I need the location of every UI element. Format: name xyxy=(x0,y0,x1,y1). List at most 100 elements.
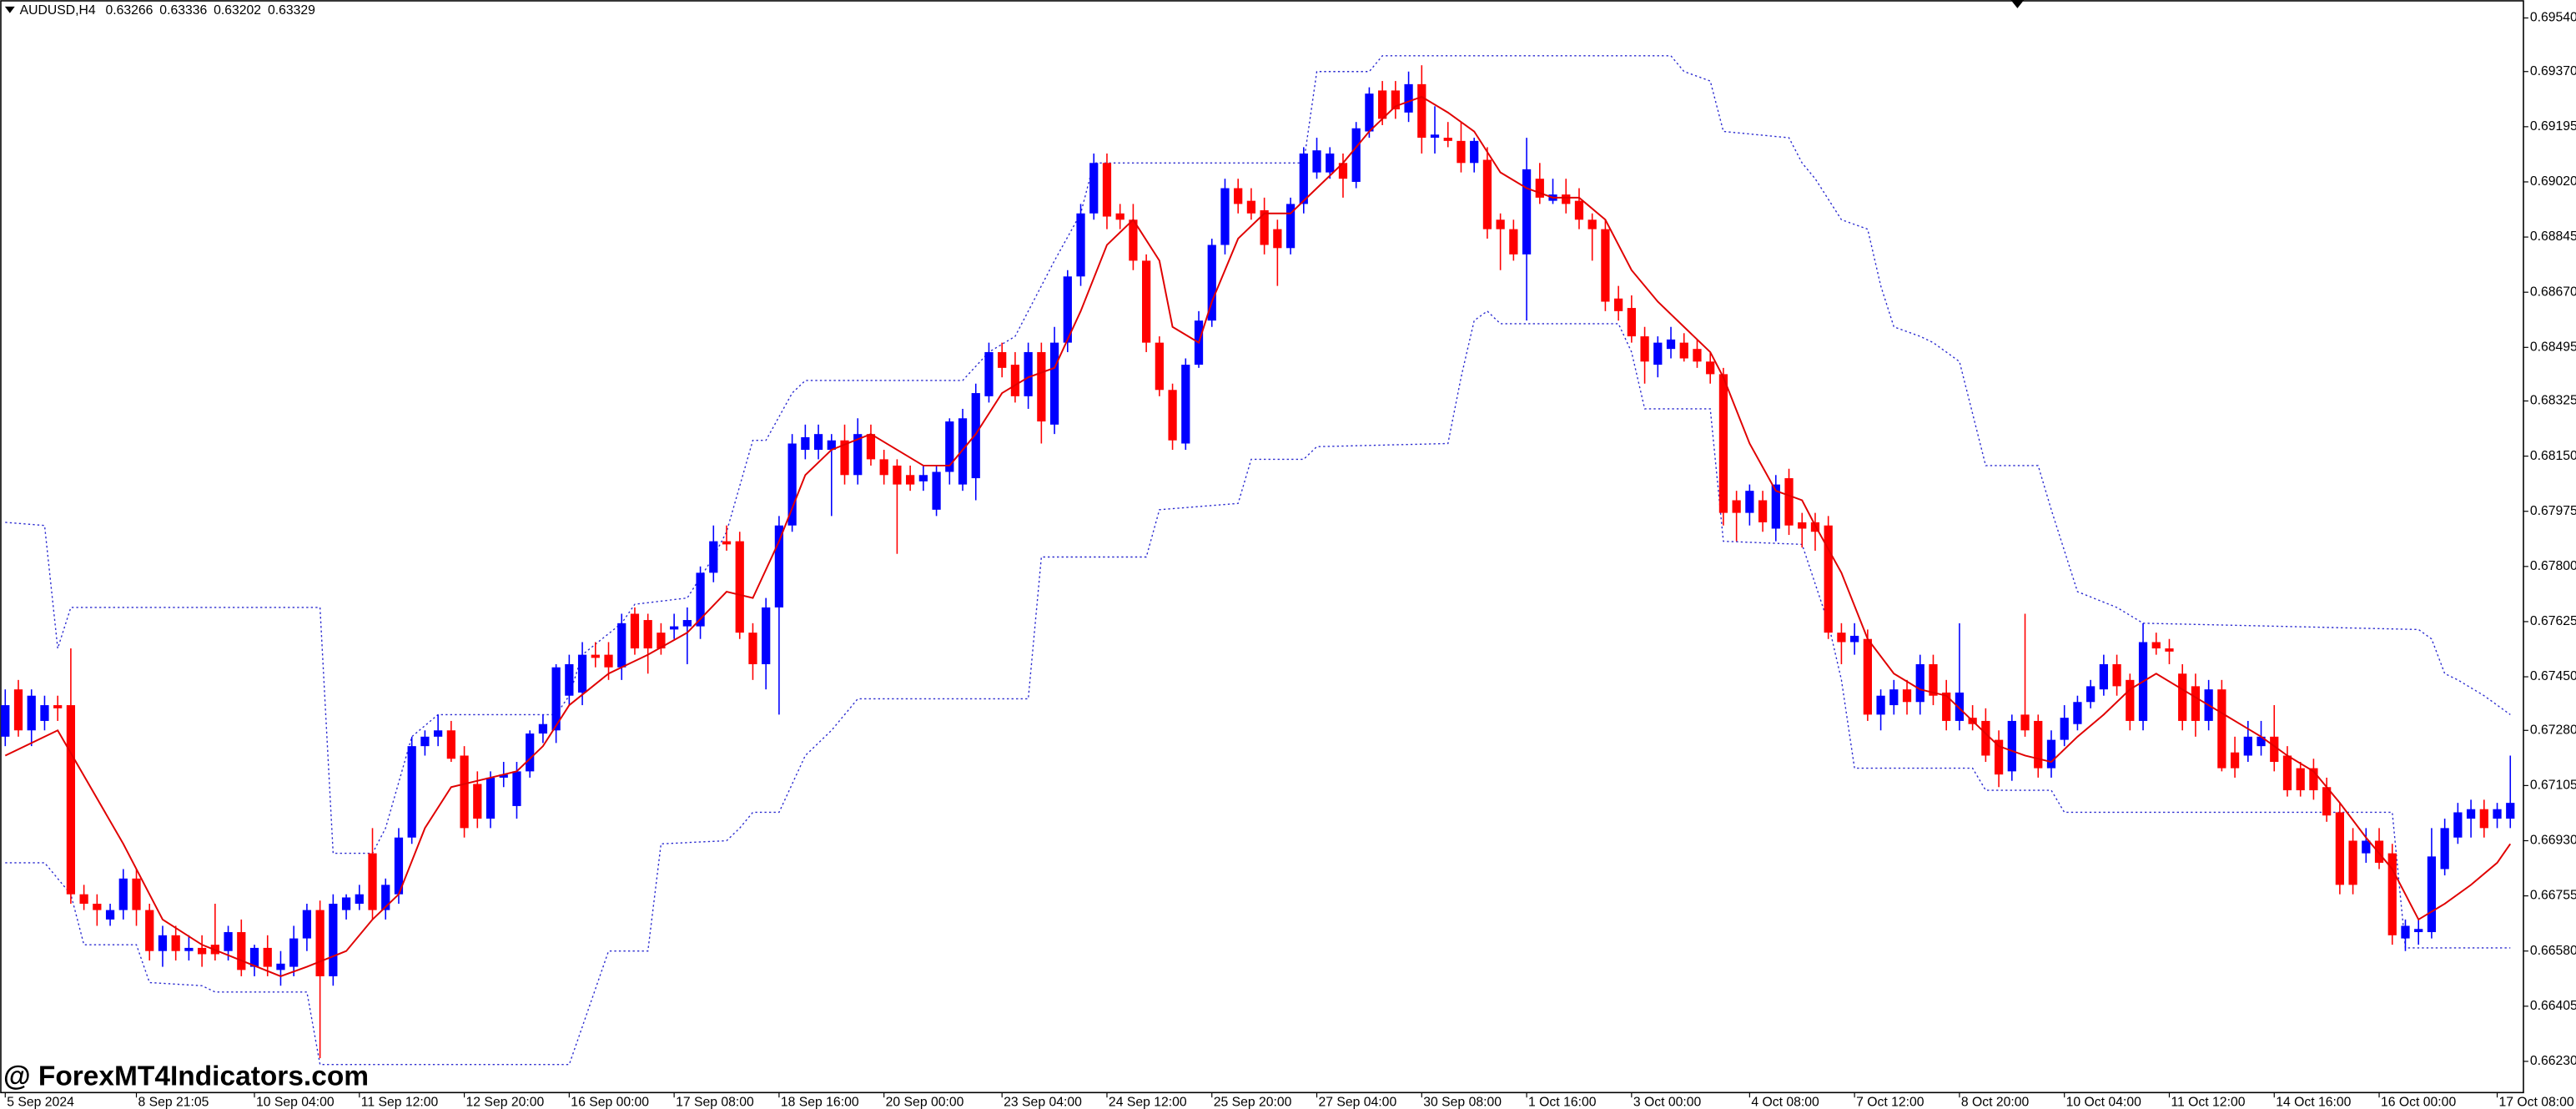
candle-body xyxy=(249,947,259,967)
candle-body xyxy=(1574,200,1584,220)
x-tick-label: 3 Oct 00:00 xyxy=(1633,1095,1702,1109)
candle-body xyxy=(1234,188,1243,204)
x-tick-label: 5 Sep 2024 xyxy=(7,1095,74,1109)
candle-body xyxy=(735,541,744,633)
candle-body xyxy=(1929,663,1938,696)
candle-body xyxy=(591,654,600,658)
candle-body xyxy=(1365,93,1374,132)
candle-body xyxy=(906,475,915,485)
candle-body xyxy=(1024,351,1033,396)
y-tick-label: 0.67975 xyxy=(2530,504,2576,518)
candle-body xyxy=(1745,491,1754,513)
candle-body xyxy=(748,633,757,664)
candle-body xyxy=(2257,736,2266,747)
candle-body xyxy=(1902,689,1912,703)
candle-body xyxy=(1915,663,1924,703)
x-tick-label: 11 Sep 12:00 xyxy=(361,1095,439,1109)
x-tick-label: 27 Sep 04:00 xyxy=(1318,1095,1396,1109)
candle-body xyxy=(2440,828,2449,870)
candle-body xyxy=(329,904,338,976)
candle-body xyxy=(2322,787,2332,816)
x-tick-label: 10 Sep 04:00 xyxy=(256,1095,335,1109)
menu-arrow[interactable] xyxy=(4,6,15,13)
x-tick-label: 30 Sep 08:00 xyxy=(1423,1095,1502,1109)
candle-body xyxy=(998,351,1007,368)
candle-body xyxy=(2151,642,2161,649)
candle-body xyxy=(551,667,561,731)
y-tick-label: 0.69195 xyxy=(2530,119,2576,134)
candle-body xyxy=(2309,768,2318,791)
candle-body xyxy=(1351,128,1361,182)
candle-body xyxy=(526,733,535,772)
candle-body xyxy=(460,755,469,829)
candle-body xyxy=(118,878,128,910)
candle-body xyxy=(1837,633,1846,643)
candle-body xyxy=(2296,768,2305,791)
moving-average xyxy=(4,95,2512,977)
chart-title: AUDUSD,H4 xyxy=(20,3,96,18)
x-tick-label: 8 Sep 21:05 xyxy=(138,1095,209,1109)
candle-body xyxy=(722,541,732,545)
candle-body xyxy=(1666,339,1676,350)
y-tick-label: 0.66755 xyxy=(2530,889,2576,903)
candle-body xyxy=(1627,308,1636,337)
x-tick-label: 11 Oct 12:00 xyxy=(2171,1095,2245,1109)
y-tick-label: 0.68325 xyxy=(2530,394,2576,408)
candle-body xyxy=(840,440,849,476)
candle-body xyxy=(1010,365,1020,396)
candle-body xyxy=(696,572,705,627)
candle-body xyxy=(368,853,377,910)
y-tick-label: 0.66930 xyxy=(2530,834,2576,848)
candle-body xyxy=(2060,718,2069,740)
candle-body xyxy=(1063,276,1072,343)
x-tick-label: 1 Oct 16:00 xyxy=(1528,1095,1597,1109)
candle-body xyxy=(2270,736,2279,763)
candle-body xyxy=(40,705,49,721)
candle-body xyxy=(1679,342,1688,359)
candle-body xyxy=(643,620,652,649)
candle-body xyxy=(184,947,194,951)
candle-body xyxy=(1089,163,1099,214)
candle-body xyxy=(1155,342,1164,391)
candle-body xyxy=(932,471,941,510)
candle-body xyxy=(145,910,154,951)
candle-body xyxy=(604,654,613,668)
candle-body xyxy=(1378,90,1387,119)
candle-body xyxy=(1391,90,1400,110)
y-tick-label: 0.66405 xyxy=(2530,999,2576,1013)
candle-body xyxy=(801,436,810,451)
candle-body xyxy=(2362,840,2371,854)
y-tick-label: 0.69020 xyxy=(2530,174,2576,189)
candle-body xyxy=(1037,351,1046,422)
candle-body xyxy=(1994,739,2004,775)
x-tick-label: 25 Sep 20:00 xyxy=(1214,1095,1292,1109)
candle-body xyxy=(1102,163,1112,217)
candle-body xyxy=(2230,752,2240,769)
candle-body xyxy=(1417,83,1426,139)
candle-body xyxy=(394,837,404,895)
candle-body xyxy=(1758,500,1768,522)
candle-body xyxy=(1246,200,1256,214)
candle-body xyxy=(2479,809,2488,829)
x-tick-label: 4 Oct 08:00 xyxy=(1751,1095,1819,1109)
candle-body xyxy=(657,633,666,649)
candle-body xyxy=(538,723,548,734)
candle-body xyxy=(263,947,272,967)
candle-body xyxy=(341,897,351,910)
candle-body xyxy=(2282,755,2292,791)
candle-body xyxy=(1482,159,1492,229)
candle-body xyxy=(1470,140,1479,164)
x-tick-label: 8 Oct 20:00 xyxy=(1961,1095,2030,1109)
candle-body xyxy=(2086,686,2096,703)
candle-body xyxy=(2034,720,2043,769)
y-tick-label: 0.68845 xyxy=(2530,229,2576,244)
candle-body xyxy=(1220,188,1230,245)
candle-body xyxy=(2007,720,2016,772)
candle-body xyxy=(1260,209,1269,245)
candle-body xyxy=(132,878,141,910)
candle-body xyxy=(237,932,246,970)
candle-body xyxy=(1798,522,1807,529)
y-tick-label: 0.67625 xyxy=(2530,614,2576,628)
